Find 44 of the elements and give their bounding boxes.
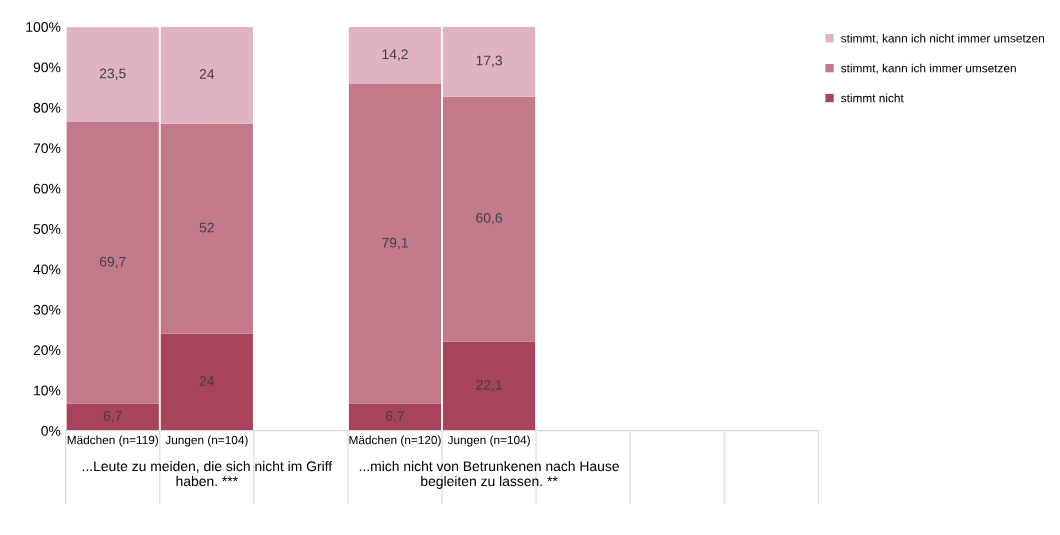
bar (348, 26, 442, 85)
text: ...Leute zu meiden, die sich nicht im Griff haben. *** (82, 460, 333, 487)
x-tick-label: Mädchen (n=120) (349, 435, 441, 447)
y-tick-label: 40% (33, 264, 61, 275)
legend-label: stimmt, kann ich immer umsetzen (841, 63, 1016, 74)
data-label: 79,1 (382, 237, 408, 250)
y-tick-label: 30% (33, 304, 61, 315)
y-tick-label: 80% (33, 102, 61, 113)
y-tick-label: 60% (33, 183, 61, 194)
bar (442, 341, 536, 431)
bar (160, 333, 253, 431)
bar (66, 27, 159, 123)
bar (348, 84, 442, 404)
data-label: 69,7 (99, 256, 126, 269)
legend-label: stimmt, kann ich nicht immer umsetzen (841, 33, 1045, 44)
bar (160, 123, 253, 334)
legend-label: stimmt nicht (841, 93, 904, 103)
data-label: 60,6 (476, 212, 502, 225)
data-label: 22,1 (476, 379, 502, 392)
y-tick-label: 0% (41, 426, 61, 436)
y-tick-label: 20% (33, 345, 61, 356)
data-label: 23,5 (99, 68, 126, 80)
data-label: 6,7 (386, 411, 404, 423)
bar (160, 26, 253, 124)
data-label: 24 (199, 69, 215, 79)
x-tick-label: Jungen (n=104) (447, 435, 530, 447)
y-tick-label: 50% (33, 224, 61, 234)
data-label: 17,3 (476, 55, 502, 68)
bar (442, 96, 536, 342)
y-tick-label: 10% (34, 385, 61, 396)
data-label: 52 (199, 222, 214, 233)
bar (442, 26, 536, 97)
y-tick-label: 100% (26, 22, 61, 32)
bar (66, 403, 159, 431)
data-label: 24 (199, 376, 215, 386)
x-tick-label: Jungen (n=104) (165, 435, 248, 447)
y-tick-label: 90% (33, 62, 61, 73)
x-tick-label: Mädchen (n=119) (67, 435, 159, 447)
bar (348, 403, 442, 431)
data-label: 6,7 (103, 411, 122, 423)
bar (66, 122, 159, 404)
text: ...mich nicht von Betrunkenen nach Hause begleiten zu lassen. ** (359, 460, 619, 489)
data-label: 14,2 (382, 49, 408, 61)
y-tick-label: 70% (33, 143, 61, 154)
